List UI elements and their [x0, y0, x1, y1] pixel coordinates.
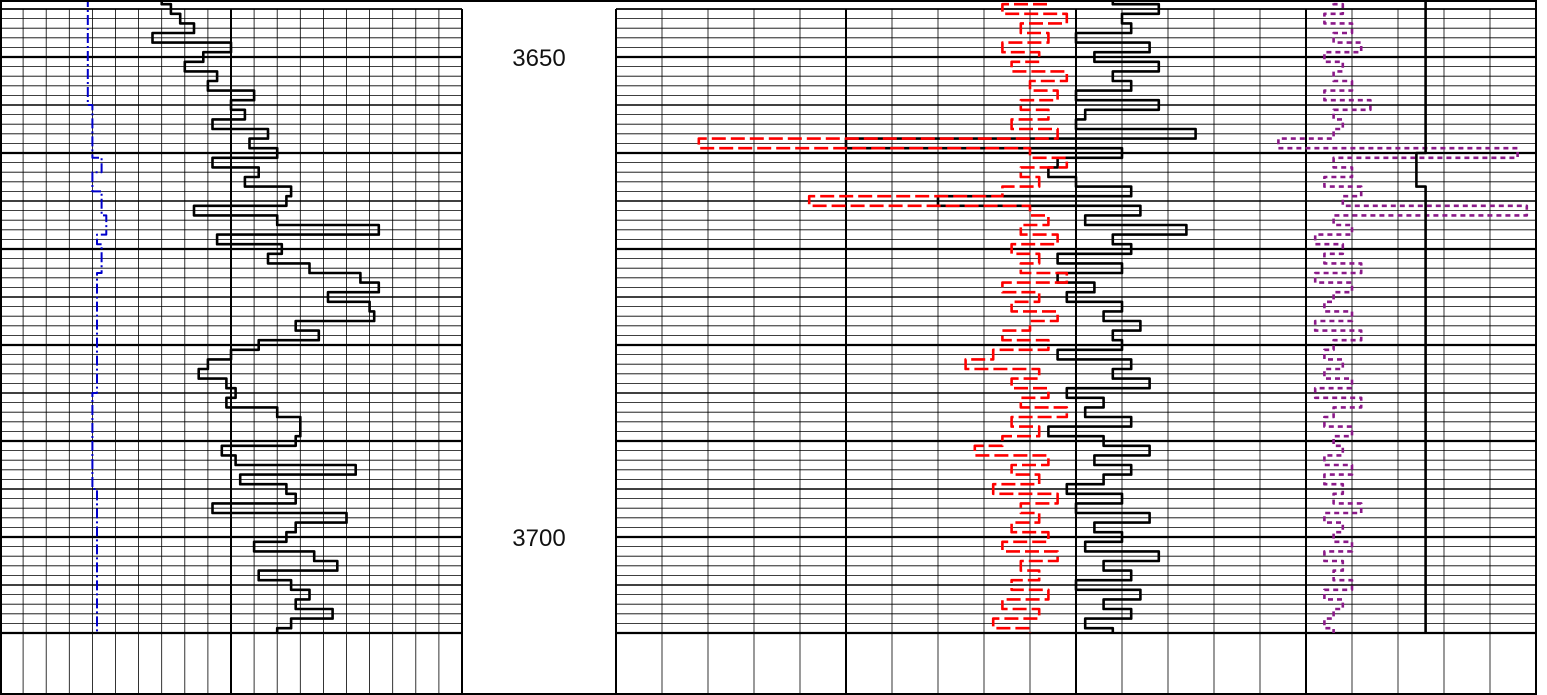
track-2-curves — [697, 0, 1529, 633]
track-1-series-2-curve — [151, 0, 381, 633]
track-2-grid — [615, 8, 1537, 695]
track-2-series-1-curve — [844, 0, 1197, 633]
track-1-series-1-curve — [86, 0, 108, 633]
track-1-grid — [0, 8, 463, 695]
track-2-series-3-curve — [1277, 0, 1529, 633]
track-2-series-2-curve — [697, 0, 1069, 633]
track-2-series-4-curve — [1415, 0, 1427, 633]
depth-label: 3700 — [512, 525, 565, 552]
depth-label: 3650 — [512, 45, 565, 72]
track-1-curves — [86, 0, 381, 633]
depth-axis: 3650 3700 — [512, 45, 565, 552]
